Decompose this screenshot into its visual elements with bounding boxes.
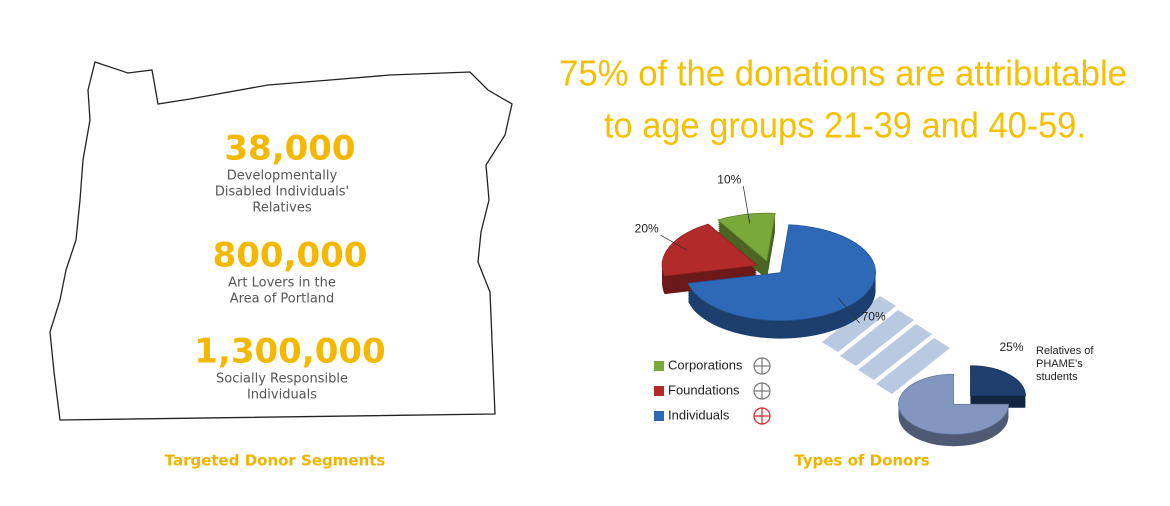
segment-label: Area of Portland: [230, 292, 335, 307]
value-label: 70%: [862, 309, 886, 323]
value-label: 10%: [717, 172, 741, 186]
slice: [970, 365, 1026, 397]
oregon-outline: [49, 61, 513, 421]
segment-label: Individuals: [247, 388, 317, 403]
legend-label: Corporations: [668, 357, 743, 372]
segment-label: Relatives: [252, 201, 311, 216]
segment-label: Socially Responsible: [216, 372, 348, 387]
segment-label: Art Lovers in the: [228, 276, 336, 291]
headline: 75% of the donations are attributable: [559, 53, 1127, 94]
segment-label: Developmentally: [227, 169, 338, 184]
value-label: 25%: [999, 340, 1023, 354]
slice: [687, 224, 876, 321]
headline: to age groups 21-39 and 40-59.: [604, 105, 1086, 146]
chart-title: Types of Donors: [794, 452, 929, 470]
legend-swatch: [654, 361, 664, 371]
leader-line: [660, 234, 688, 251]
legend-swatch: [654, 411, 664, 421]
decorative-stripes: [822, 296, 950, 394]
legend-label: Foundations: [668, 382, 740, 397]
slice: [717, 212, 776, 262]
segment-number: 1,300,000: [194, 332, 385, 372]
legend-swatch: [654, 386, 664, 396]
segment-number: 800,000: [213, 236, 368, 276]
legend-icons: [753, 357, 771, 425]
slice: [898, 373, 1009, 435]
value-label: 20%: [635, 221, 659, 235]
legend-label: Individuals: [668, 407, 730, 422]
segment-label: Disabled Individuals': [215, 185, 349, 200]
leader-line: [742, 186, 751, 224]
segment-number: 38,000: [224, 129, 355, 169]
slice: [661, 223, 759, 277]
slice-label: Relatives of PHAME's students: [1036, 345, 1094, 383]
caption: Targeted Donor Segments: [165, 452, 386, 470]
leader-line: [837, 297, 860, 324]
